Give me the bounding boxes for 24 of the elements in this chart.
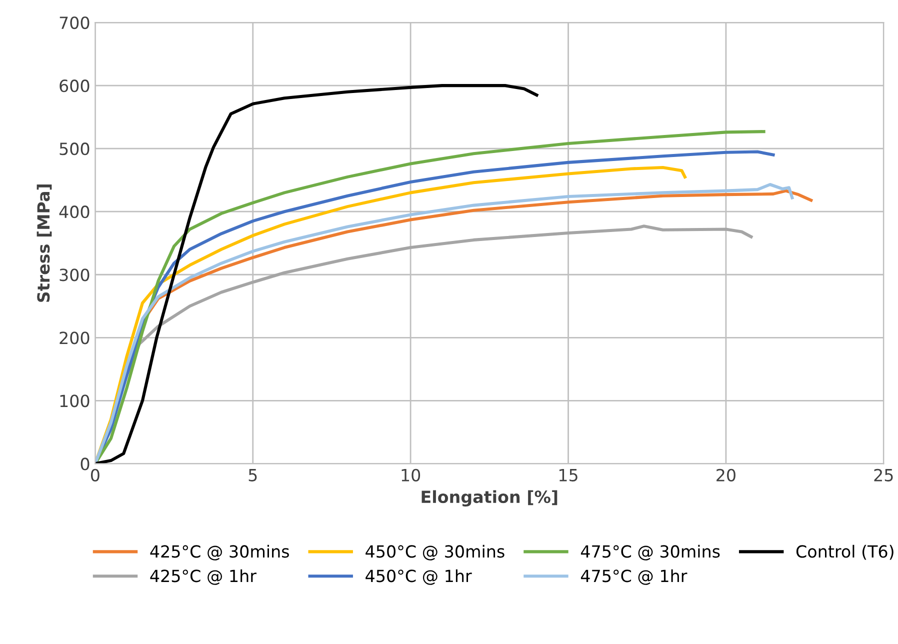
x-tick-label: 20 (716, 468, 736, 482)
legend-label: 475°C @ 30mins (580, 544, 720, 560)
x-tick-label: 25 (874, 468, 893, 482)
y-tick-label: 0 (80, 458, 90, 470)
line-series (95, 84, 538, 464)
x-tick-label: 15 (559, 469, 578, 482)
x-tick-label: 0 (90, 468, 100, 482)
y-tick-label: 500 (60, 142, 90, 156)
legend-label: 475°C @ 1hr (580, 569, 688, 585)
legend-label: 450°C @ 30mins (366, 544, 504, 560)
y-axis-title: Stress [MPa] (36, 184, 52, 302)
y-tick-label: 100 (60, 394, 90, 408)
y-tick-label: 300 (60, 268, 90, 282)
legend-label: 425°C @ 30mins (150, 544, 289, 560)
y-tick-label: 200 (60, 332, 90, 344)
y-tick-label: 700 (60, 16, 90, 30)
y-tick-label: 400 (59, 206, 90, 218)
legend-label: 425°C @ 1hr (150, 569, 256, 585)
x-tick-label: 5 (248, 469, 257, 482)
legend-label: 450°C @ 1hr (366, 569, 472, 585)
x-tick-label: 10 (402, 468, 420, 482)
x-axis-title: Elongation [%] (422, 490, 558, 506)
y-tick-label: 600 (60, 80, 90, 92)
legend-label: Control (T6) (796, 544, 894, 560)
